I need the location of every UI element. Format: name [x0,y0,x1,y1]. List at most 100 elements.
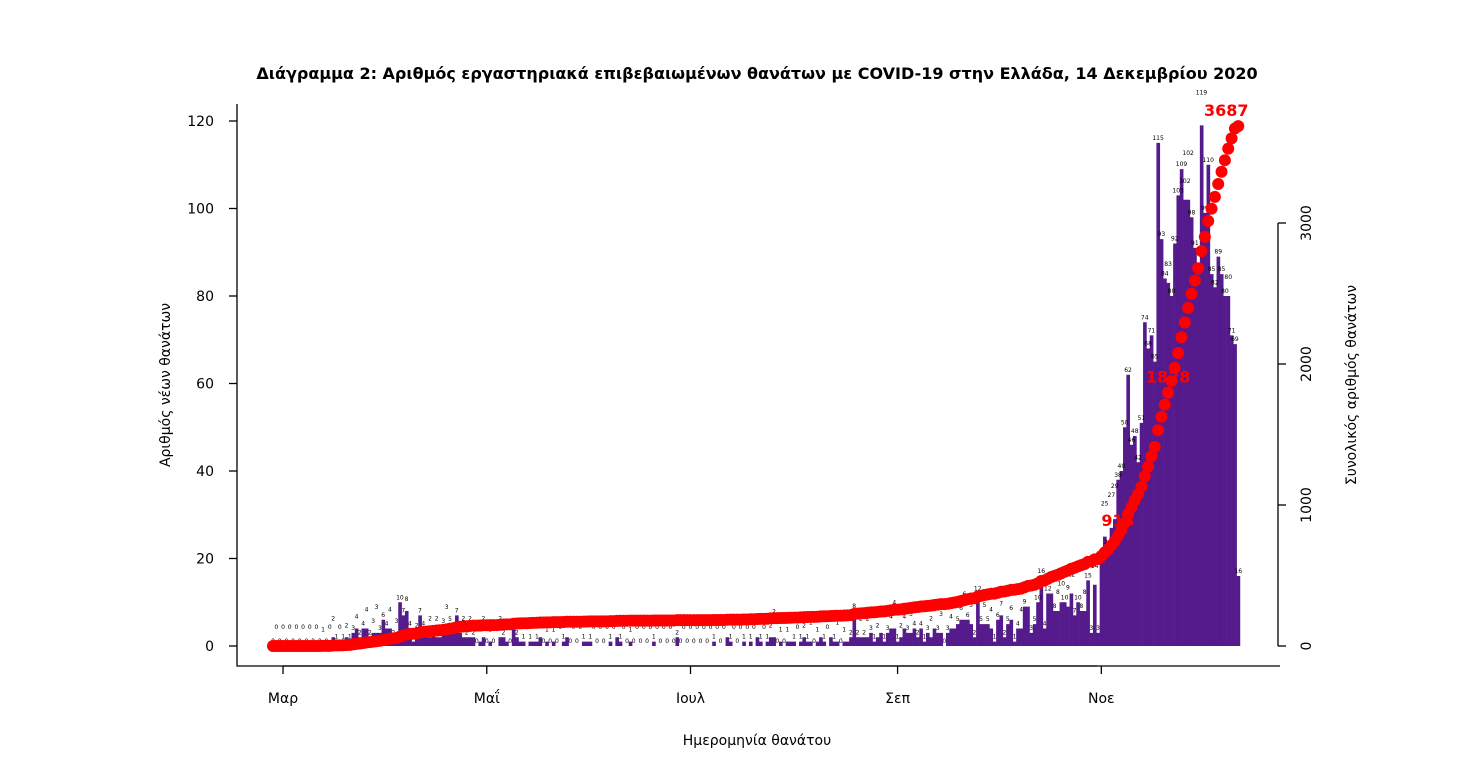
bar [772,637,776,646]
bar [949,628,953,646]
bar [1233,344,1237,646]
chart-title: Διάγραμμα 2: Αριθμός εργαστηριακά επιβεβ… [256,64,1257,83]
bar [488,641,493,646]
bar-value-label: 0 [662,624,666,631]
bar [972,637,977,646]
cumulative-points [267,120,1245,652]
bar [1169,296,1174,646]
y-tick-label: 80 [196,289,214,305]
bar-value-label: 0 [659,638,663,645]
cumulative-point [1195,245,1208,258]
bar-value-label: 2 [802,622,806,629]
bar-value-label: 5 [979,616,983,623]
bar-value-label: 92 [1171,236,1179,243]
y2-tick-label: 3000 [1299,205,1315,241]
bar-value-label: 1 [348,634,352,641]
bar [869,632,873,646]
bar [982,624,987,646]
bar-value-label: 1 [729,634,733,641]
bar-value-label: 1 [872,634,876,641]
bar-value-label: 1 [545,627,549,634]
bar [1193,247,1197,646]
bar [929,637,933,646]
bar [1146,348,1151,646]
bar [919,628,923,646]
bar-value-label: 0 [308,624,312,631]
bar [398,602,402,646]
bar-value-label: 4 [388,607,392,614]
bar-value-label: 29 [1111,483,1119,490]
bar-value-label: 2 [465,629,469,636]
bar-value-label: 1 [993,634,997,641]
bar [521,641,526,646]
bar-value-label: 0 [665,638,669,645]
bar [411,641,416,646]
bar [445,632,449,646]
bar [424,637,429,646]
bar [859,637,863,646]
bar-value-label: 103 [1172,187,1184,194]
cumulative-point [1165,375,1178,388]
bar-value-label: 0 [745,624,749,631]
bar-value-label: 0 [288,624,292,631]
bar-value-label: 1 [652,634,656,641]
bar [615,637,619,646]
bar [819,637,823,646]
bar-value-label: 1 [792,634,796,641]
bar-value-label: 3 [445,604,449,611]
bar [956,624,960,646]
x-axis-label: Ημερομηνία θανάτου [683,733,831,749]
bar-value-label: 1 [779,627,783,634]
bar-value-label: 2 [862,629,866,636]
bar-value-label: 1 [896,634,900,641]
bar-value-label: 0 [695,624,699,631]
bar-value-label: 0 [605,624,609,631]
bar-value-label: 6 [996,612,1000,619]
bar-value-label: 3 [926,625,930,632]
bar-value-label: 46 [1128,437,1136,444]
bar [792,641,797,646]
bar [628,641,633,646]
bar [1039,576,1044,646]
bar [959,619,964,646]
bar [1069,593,1074,646]
bar [1032,624,1037,646]
bar-value-label: 74 [1141,314,1149,321]
bar-value-label: 2 [856,629,860,636]
bar [805,641,810,646]
cumulative-point [1198,230,1211,243]
bar-value-label: 0 [672,638,676,645]
bar-value-label: 1 [528,634,532,641]
bar-value-label: 83 [1164,261,1172,268]
bar [1086,580,1090,646]
bar [438,637,442,646]
cumulative-point [1135,480,1148,493]
bar-value-label: 1 [759,634,763,641]
bar-value-label: 0 [338,624,342,631]
bar [561,641,566,646]
cumulative-point [1222,142,1235,155]
bar-value-label: 93 [1158,231,1166,238]
bar [849,637,853,646]
bar [1213,287,1217,646]
x-tick-label: Μαΐ [474,689,500,707]
bar [976,593,980,646]
bar [1052,611,1057,646]
bar-value-label: 1 [922,634,926,641]
cumulative-point [1218,154,1231,167]
cumulative-point [1212,178,1225,191]
bar [989,628,994,646]
bar-value-label: 0 [635,624,639,631]
bar [1009,619,1014,646]
bar [789,641,793,646]
bar-value-label: 0 [705,638,709,645]
bar-value-label: 4 [949,614,953,621]
bar-value-label: 8 [405,596,409,603]
bar [952,628,957,646]
bar [822,641,827,646]
bar-value-label: 0 [592,624,596,631]
bar [1113,519,1117,646]
cumulative-annotation: 3687 [1204,101,1249,120]
bar-value-label: 0 [294,624,298,631]
bar-value-label: 5 [1033,616,1037,623]
